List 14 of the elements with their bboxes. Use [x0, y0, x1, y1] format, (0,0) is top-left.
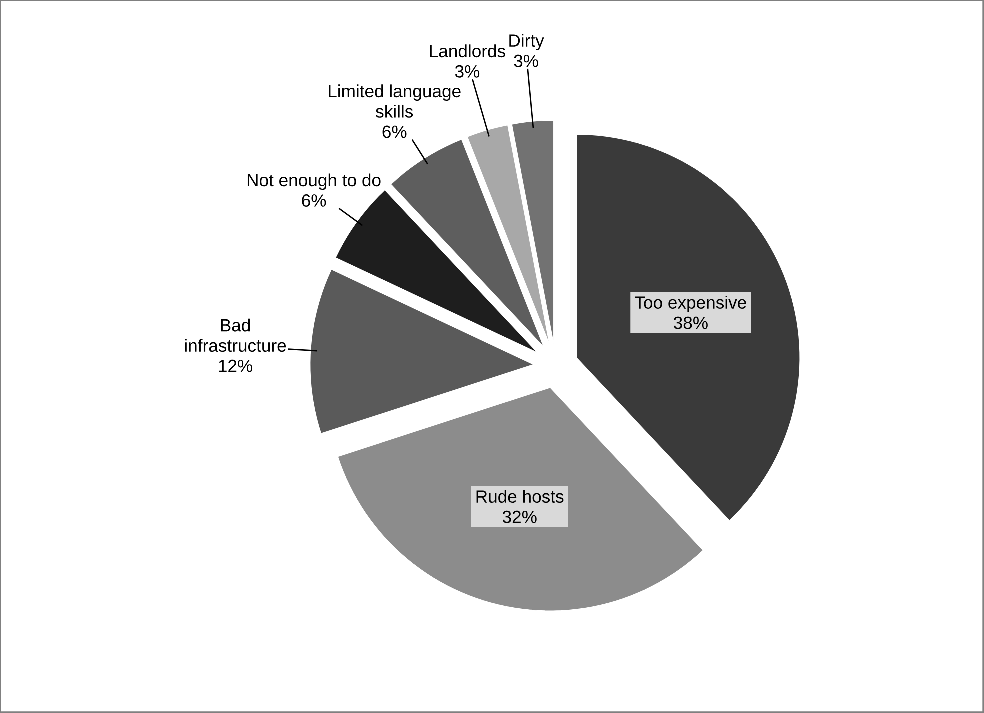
data-label: 3% [514, 54, 538, 68]
slice-label: Rude hosts [476, 490, 564, 504]
slice-label: Dirty [510, 34, 544, 51]
data-label: 38% [674, 316, 708, 330]
data-label: 6% [302, 194, 326, 207]
data-label: 12% [219, 360, 253, 372]
data-label: 32% [502, 510, 537, 524]
slice-label: Too expensive [635, 296, 746, 312]
data-label: 6% [382, 126, 407, 138]
slice-label: Bad infrastructure [185, 318, 286, 352]
data-label: 3% [455, 65, 480, 78]
slice-label: Limited language skills [329, 84, 461, 118]
slice-label: Landlords [430, 44, 506, 58]
slice-label: Not enough to do [248, 174, 381, 190]
